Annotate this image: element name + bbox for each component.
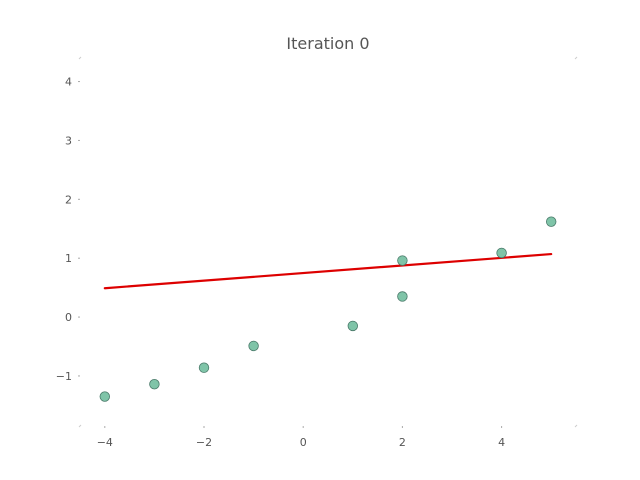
y-tick-label: 0 xyxy=(65,311,72,324)
y-tick-label: 1 xyxy=(65,252,72,265)
frame-corner-0 xyxy=(78,56,82,60)
frame-corner-1 xyxy=(574,56,578,60)
y-axis: −1 0 1 2 3 4 xyxy=(56,76,80,383)
fit-line xyxy=(103,252,553,290)
x-tick-label: −4 xyxy=(97,436,113,449)
data-point xyxy=(99,391,111,402)
x-tick-label: 4 xyxy=(498,436,505,449)
y-tick-label: 2 xyxy=(65,193,72,206)
x-tick-label: −2 xyxy=(196,436,212,449)
data-point xyxy=(347,320,359,332)
y-tick-label: 3 xyxy=(65,134,72,147)
x-tick-label: 2 xyxy=(399,436,406,449)
y-tick-label: 4 xyxy=(65,76,72,89)
axes-frame xyxy=(78,56,578,428)
frame-corner-2 xyxy=(78,424,82,428)
data-point xyxy=(397,291,408,302)
data-point xyxy=(149,378,160,390)
x-tick-label: 0 xyxy=(300,436,307,449)
data-point xyxy=(496,247,507,259)
data-point xyxy=(546,216,557,227)
data-point xyxy=(397,255,408,266)
data-point xyxy=(198,362,210,373)
chart-title: Iteration 0 xyxy=(286,34,369,53)
fit-line-layer xyxy=(103,252,553,290)
points-layer xyxy=(99,216,557,402)
y-tick-label: −1 xyxy=(56,370,72,383)
x-axis: −4 −2 0 2 4 xyxy=(97,426,505,449)
data-point xyxy=(248,340,259,352)
frame-corner-3 xyxy=(574,424,578,428)
